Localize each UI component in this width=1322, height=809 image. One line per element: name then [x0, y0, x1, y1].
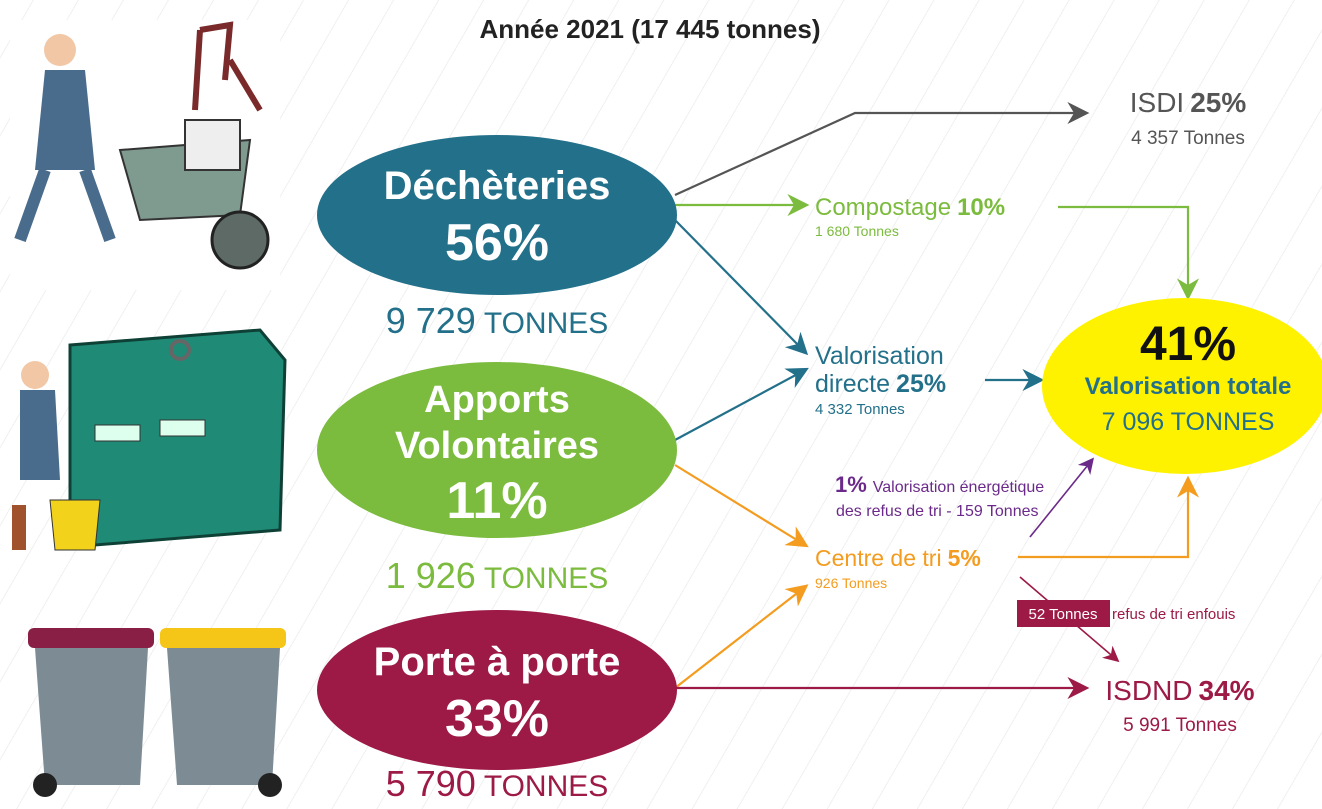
illustration-bins [28, 628, 286, 797]
source-name: Déchèteries [384, 164, 611, 208]
percent: 34% [1199, 675, 1255, 706]
destination-name: Valorisation [815, 342, 944, 370]
source-percent: 11% [446, 472, 547, 530]
arrow [675, 587, 805, 688]
name: directe [815, 370, 890, 398]
tonnes-value: 1 926 [386, 555, 476, 596]
name: ISDI [1130, 87, 1184, 118]
name: Compostage [815, 194, 951, 221]
refus-label: refus de tri enfouis [1112, 606, 1235, 623]
title: Année 2021 (17 445 tonnes) [479, 14, 820, 44]
percent: 25% [1190, 87, 1246, 118]
tonnes-value: 5 790 [386, 763, 476, 804]
name: ISDND [1105, 675, 1192, 706]
destination-tonnes: 926 Tonnes [815, 575, 887, 591]
percent: 10% [957, 194, 1005, 221]
arrow [675, 370, 805, 440]
arrow [675, 465, 805, 545]
energy-line: des refus de tri - 159 Tonnes [836, 503, 1039, 520]
tonnes-unit: TONNES [484, 562, 608, 595]
tonnes-value: 9 729 [386, 300, 476, 341]
destination-tonnes: 4 357 Tonnes [1131, 128, 1245, 149]
energy-text: Valorisation énergétique [873, 479, 1044, 496]
total-label: Valorisation totale [1085, 373, 1292, 400]
tonnes-unit: TONNES [484, 307, 608, 340]
destination-tonnes: 4 332 Tonnes [815, 401, 905, 418]
percent: 25% [896, 370, 946, 398]
arrow [1058, 207, 1188, 296]
arrow [675, 220, 805, 352]
illustration-apport-volontaire [12, 330, 285, 550]
percent: 5% [948, 545, 981, 571]
source-name: Apports [424, 379, 570, 421]
arrow [1030, 460, 1092, 537]
illustration-dechetterie [10, 20, 280, 290]
total-percent: 41% [1140, 318, 1236, 371]
energy-line: 1% Valorisation énergétique [835, 472, 1044, 497]
destination-tonnes: 5 991 Tonnes [1123, 715, 1237, 736]
source-name: Volontaires [395, 425, 599, 467]
name: Centre de tri [815, 545, 942, 571]
arrow [675, 113, 1085, 195]
destination-tonnes: 1 680 Tonnes [815, 223, 899, 239]
page: Année 2021 (17 445 tonnes) Déchèteries 5… [0, 0, 1322, 809]
diagram: Année 2021 (17 445 tonnes) Déchèteries 5… [0, 0, 1322, 809]
source-percent: 33% [445, 690, 549, 748]
total-tonnes: 7 096 TONNES [1102, 408, 1275, 436]
source-percent: 56% [445, 214, 549, 272]
tonnes-unit: TONNES [484, 770, 608, 803]
source-name: Porte à porte [374, 640, 621, 684]
energy-percent: 1% [835, 472, 867, 497]
refus-tonnes: 52 Tonnes [1029, 606, 1098, 623]
